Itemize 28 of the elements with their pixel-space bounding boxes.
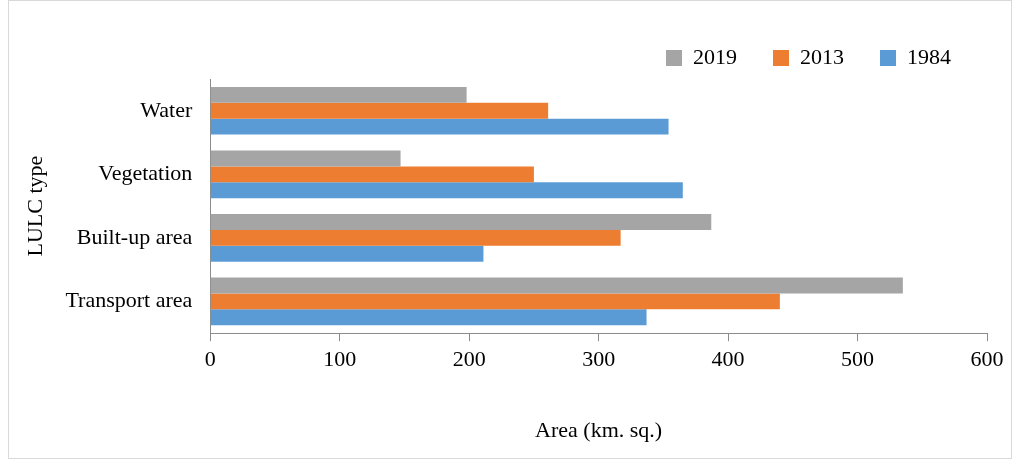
bar (210, 214, 712, 230)
y-tick-label: Built-up area (76, 223, 193, 249)
bar (210, 293, 780, 310)
legend-label: 2013 (800, 43, 844, 69)
bar (210, 102, 549, 119)
bar (210, 166, 534, 183)
x-tick-label: 500 (841, 346, 875, 372)
x-tick-label: 300 (582, 346, 616, 372)
x-axis-title: Area (km. sq.) (535, 416, 663, 442)
y-tick-label: Transport area (65, 287, 193, 313)
y-tick-label: Water (140, 96, 193, 122)
x-tick-label: 400 (711, 346, 745, 372)
legend-label: 1984 (907, 43, 951, 69)
x-tick-label: 0 (204, 346, 216, 372)
x-tick-label: 200 (452, 346, 486, 372)
x-tick-label: 100 (323, 346, 357, 372)
bar (210, 277, 903, 294)
x-tick-label: 600 (970, 346, 1004, 372)
bar (210, 86, 467, 103)
bar (210, 118, 669, 135)
y-axis-title: LULC type (21, 155, 47, 257)
bar (210, 150, 401, 167)
legend-label: 2019 (693, 43, 737, 69)
bar (210, 245, 484, 262)
bar (210, 309, 647, 326)
y-tick-label: Vegetation (98, 160, 193, 186)
bar (210, 182, 683, 199)
bar (210, 229, 621, 246)
